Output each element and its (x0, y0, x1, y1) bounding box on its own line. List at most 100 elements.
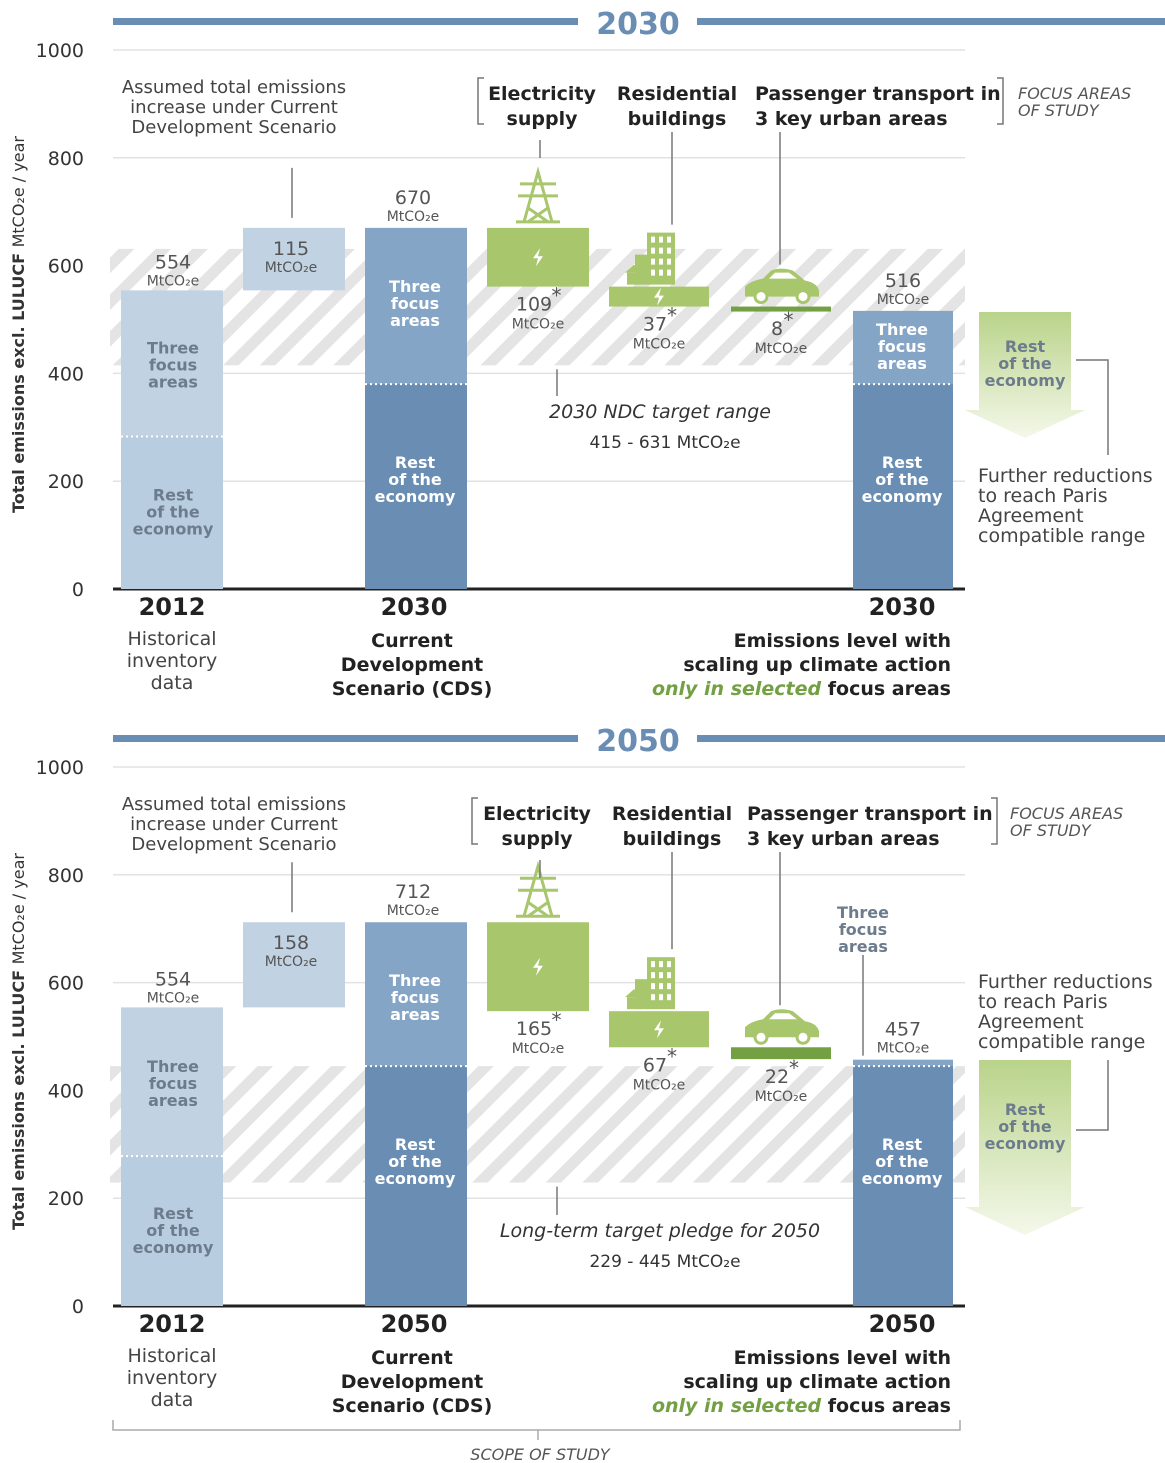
focus-header-transport: Passenger transport in (755, 83, 1001, 105)
building-window (659, 994, 663, 1001)
reduction-value-label: 37 (643, 314, 667, 336)
bar-segment-label: economy (862, 487, 943, 506)
leader-line (1076, 1060, 1109, 1131)
focus-header-residential: buildings (623, 828, 722, 850)
unit-label: MtCO₂e (147, 990, 200, 1006)
building-window (659, 236, 663, 243)
bar-value-label: 554 (155, 251, 191, 273)
bracket-right (991, 797, 998, 845)
panel-2050: 2050 0 200 400 600 800 1000 Total emissions exc… (9, 724, 1165, 1417)
pylon-stroke (522, 166, 554, 223)
reduction-value-label: 165 (516, 1018, 552, 1040)
bar-segment-label: Rest (882, 1135, 923, 1154)
header-rule-right (697, 18, 1165, 25)
unit-label: MtCO₂e (877, 292, 930, 308)
building-window (667, 983, 671, 990)
x-label-scaling: only in selected focus areas (652, 678, 951, 700)
bar-segment-label: focus (391, 988, 439, 1007)
further-reductions-note: Agreement (978, 505, 1084, 527)
car-wheel (795, 289, 811, 305)
bar-value-label: 554 (155, 968, 191, 990)
bar-segment-label: of the (875, 470, 929, 489)
focus-header-transport: 3 key urban areas (755, 108, 948, 130)
asterisk-label: * (552, 1008, 562, 1032)
bar-2012-rest (121, 1156, 223, 1306)
x-label-cds: Development (341, 1371, 483, 1393)
y-tick-label: 0 (72, 1296, 84, 1318)
focus-header-transport: Passenger transport in (747, 803, 993, 825)
bar-segment-label: Three (837, 903, 889, 922)
bar-segment-label: Three (147, 1057, 199, 1076)
bar-final-rest (853, 1066, 953, 1306)
further-reductions-note: compatible range (978, 1031, 1145, 1053)
asterisk-label: * (789, 1056, 799, 1080)
bar-segment-label: areas (148, 372, 198, 391)
bar-segment-label: focus (149, 355, 197, 374)
bar-value-label: 457 (885, 1019, 921, 1041)
unit-label: MtCO₂e (633, 337, 686, 353)
building-window (651, 247, 655, 254)
unit-label: MtCO₂e (387, 209, 440, 225)
target-range-title: Long-term target pledge for 2050 (500, 1220, 820, 1242)
bolt-icon (654, 287, 664, 306)
bar-cds-rest (365, 384, 467, 589)
pylon-stroke (522, 860, 554, 917)
arrow-label: Rest (1005, 1100, 1046, 1119)
building-window (659, 258, 663, 265)
x-label-cds: Scenario (CDS) (332, 678, 493, 700)
car-window (769, 1013, 797, 1020)
further-reductions-note: Further reductions (978, 971, 1153, 993)
bar-segment-label: of the (388, 470, 442, 489)
bar-segment-label: of the (875, 1152, 929, 1171)
target-range-value: 415 - 631 MtCO₂e (589, 433, 740, 453)
bar-segment-label: economy (133, 1238, 214, 1257)
bar-value-label: 516 (885, 270, 921, 292)
building-window (667, 269, 671, 276)
x-label-historical: Historical (128, 1345, 217, 1367)
bar-segment-label: Rest (153, 1204, 194, 1223)
focus-header-transport: 3 key urban areas (747, 828, 940, 850)
building-window (651, 269, 655, 276)
bar-segment-label: areas (390, 311, 440, 330)
focus-areas-note: OF STUDY (1010, 821, 1092, 840)
further-reduction-arrow (965, 312, 1085, 438)
further-reductions-note: Agreement (978, 1011, 1084, 1033)
x-label-historical: inventory (127, 1367, 217, 1389)
unit-label: MtCO₂e (265, 260, 318, 276)
bolt-icon (533, 248, 543, 267)
y-axis-label-unit: MtCO₂e / year (9, 853, 28, 965)
unit-label: MtCO₂e (755, 1089, 808, 1105)
arrow-label: economy (985, 1134, 1066, 1153)
house-body (627, 272, 641, 285)
bar-segment-label: economy (862, 1169, 943, 1188)
reduction-value-label: 22 (765, 1066, 789, 1088)
asterisk-label: * (552, 284, 562, 308)
y-tick-label: 600 (48, 973, 84, 995)
increase-note: Assumed total emissions (122, 794, 346, 815)
bar-segment-label: of the (146, 1221, 200, 1240)
bar-segment-label: economy (375, 487, 456, 506)
x-label-scaling: only in selected focus areas (652, 1395, 951, 1417)
y-tick-label: 200 (48, 1188, 84, 1210)
y-tick-label: 400 (48, 1080, 84, 1102)
y-tick-label: 800 (48, 148, 84, 170)
arrow-label: of the (998, 1117, 1052, 1136)
building-window (651, 236, 655, 243)
x-label-year: 2050 (869, 1310, 936, 1338)
increase-value-label: 115 (273, 238, 309, 260)
bar-segment-label: Rest (153, 486, 194, 505)
bar-2012-rest (121, 436, 223, 589)
unit-label: MtCO₂e (755, 341, 808, 357)
unit-label: MtCO₂e (512, 1041, 565, 1057)
bar-segment-label: areas (877, 354, 927, 373)
bracket-left (477, 77, 484, 125)
bar-segment-label: Three (876, 320, 928, 339)
x-label-cds: Current (371, 630, 453, 652)
building-window (651, 961, 655, 968)
further-reductions-note: to reach Paris (978, 485, 1108, 507)
car-wheel (753, 1029, 769, 1045)
x-label-scaling-rest: focus areas (828, 678, 951, 700)
x-label-cds: Development (341, 654, 483, 676)
header-rule-left (113, 735, 578, 742)
bar-segment-label: of the (388, 1152, 442, 1171)
